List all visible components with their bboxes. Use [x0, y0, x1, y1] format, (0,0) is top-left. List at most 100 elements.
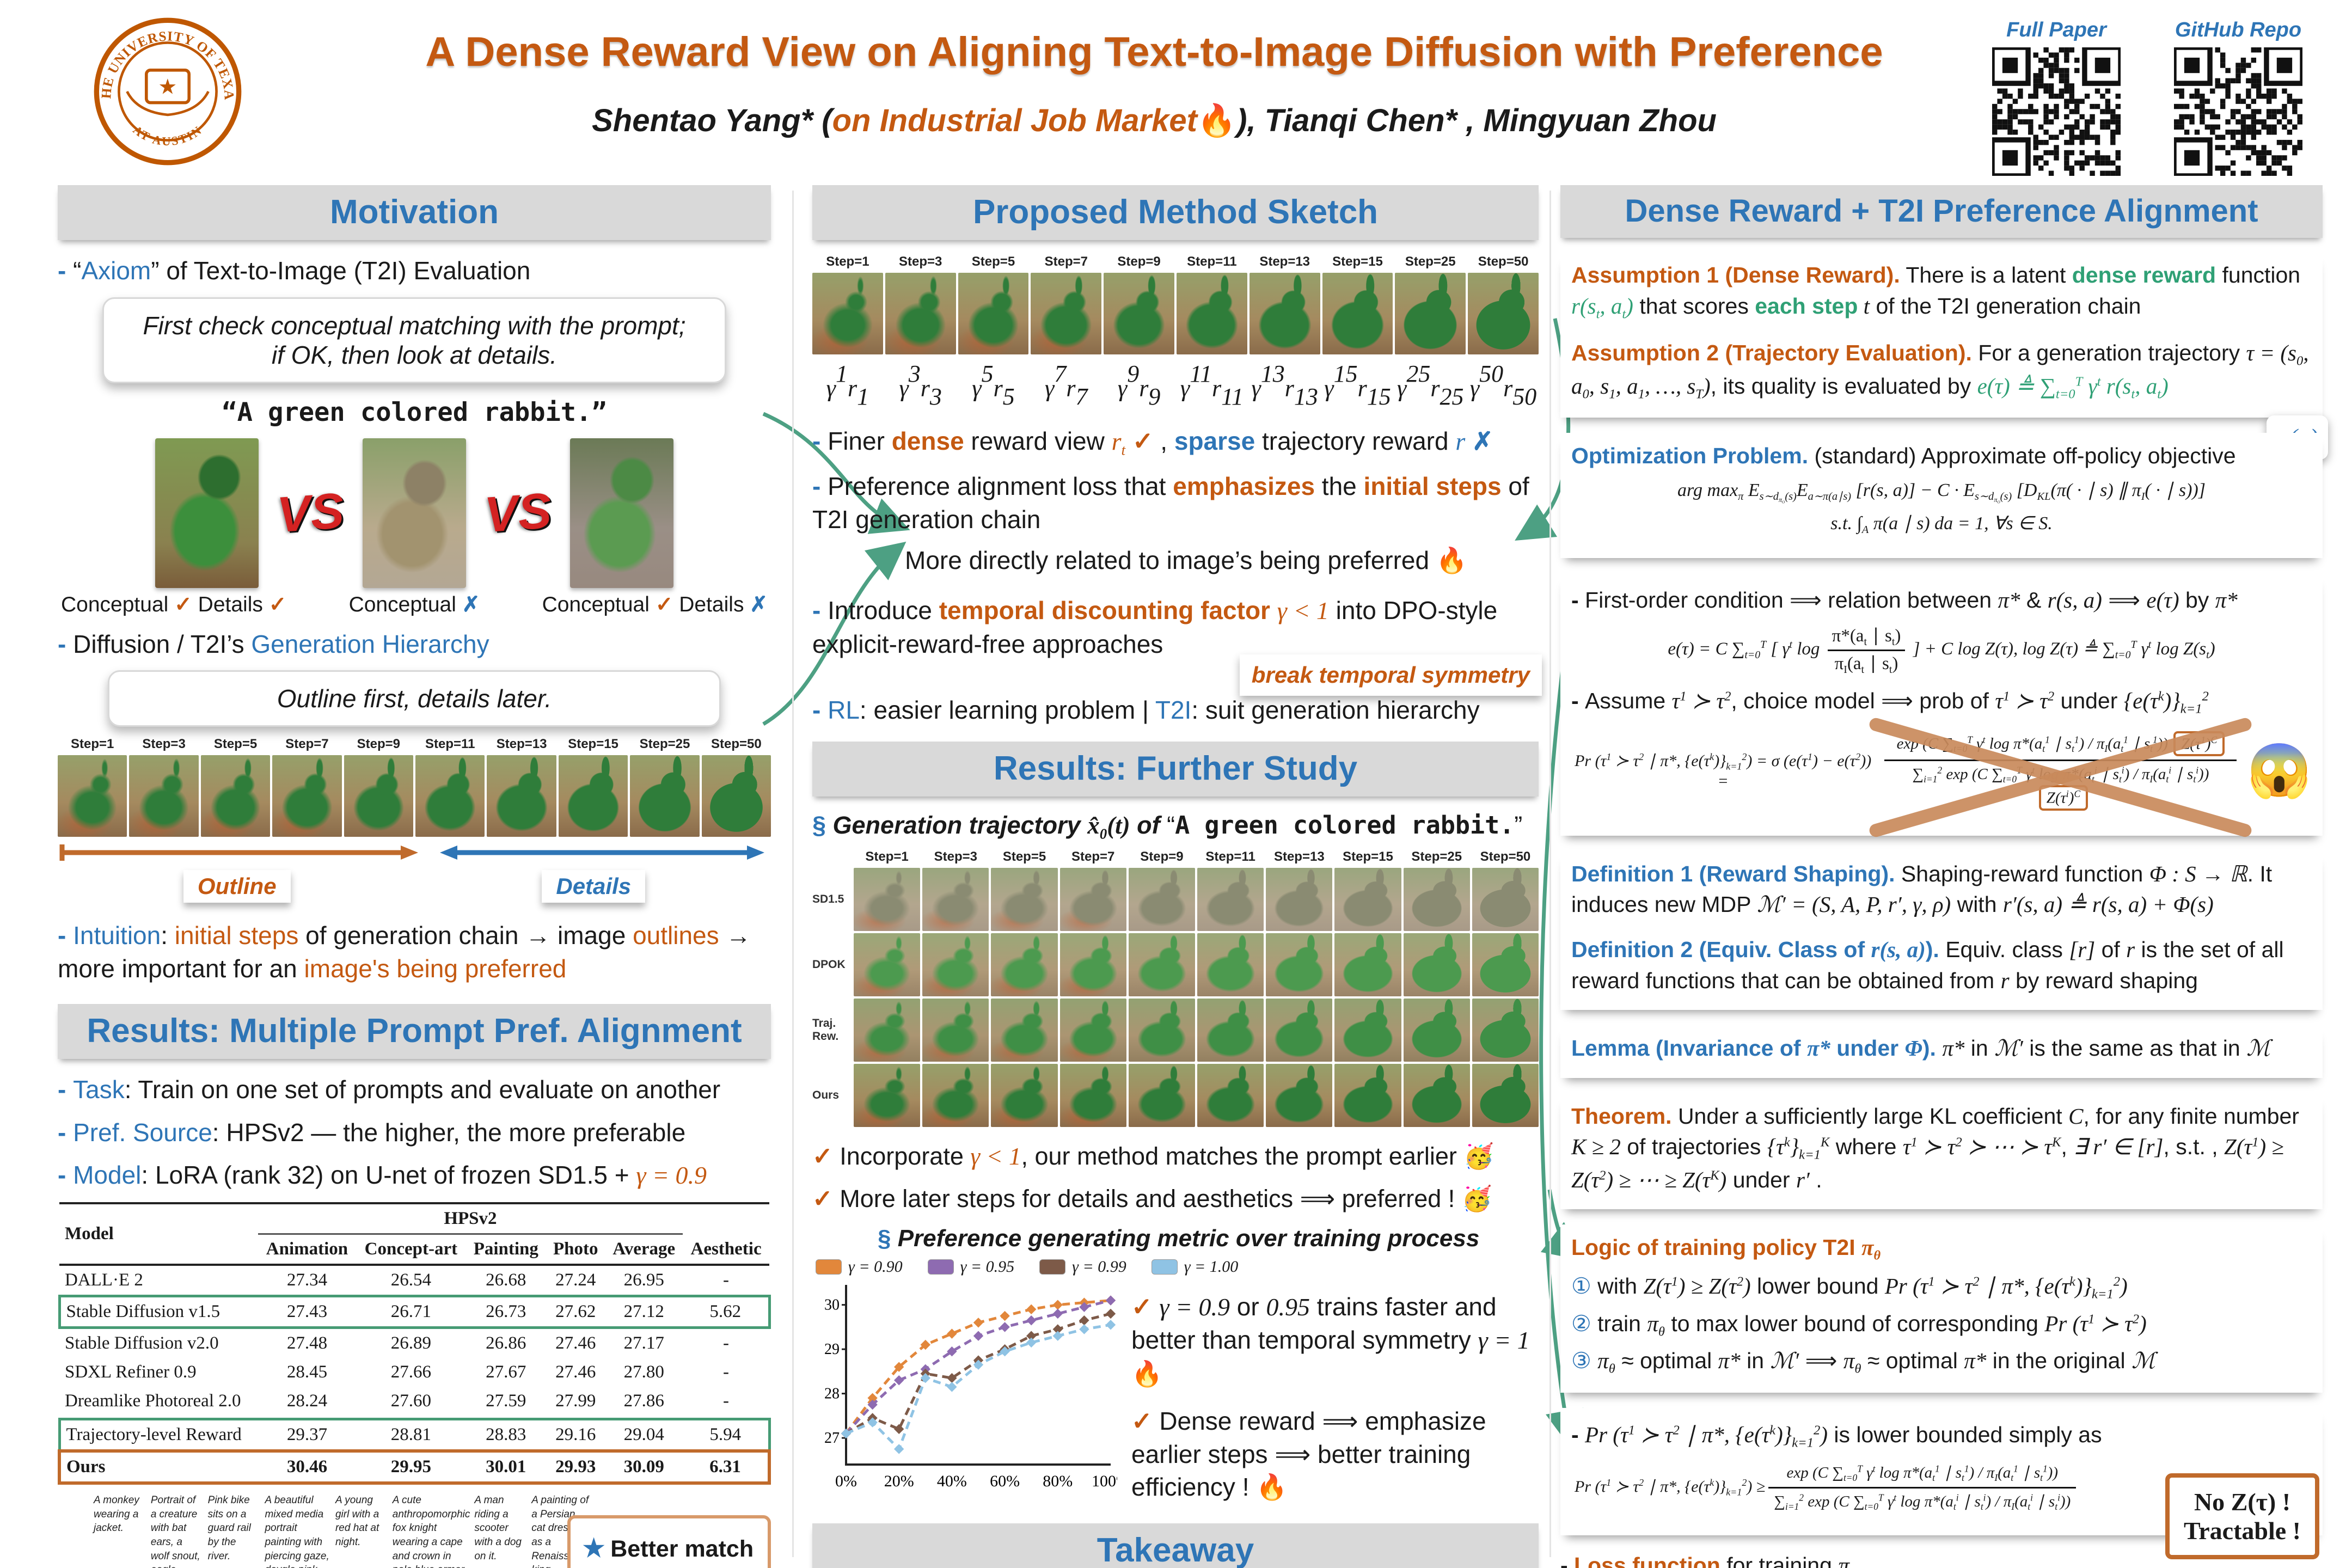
definitions-card: Definition 1 (Reward Shaping). Shaping-r…	[1560, 850, 2323, 1010]
poster-title: A Dense Reward View on Aligning Text-to-…	[425, 29, 1883, 75]
takeaway-heading: Takeaway	[812, 1523, 1539, 1568]
outline-details-labels: Outline Details	[58, 870, 771, 903]
ut-austin-seal-logo: THE UNIVERSITY OF TEXAS AT AUSTIN ★	[91, 15, 242, 166]
generation-step-image	[1104, 273, 1174, 354]
matches-earlier-check: ✓ Incorporate γ < 1, our method matches …	[812, 1142, 1494, 1170]
lower-bound-formula: Pr (τ1 ≻ τ2 ∣ π*, {e(τk)}k=12) ≥ exp (C …	[1575, 1462, 2312, 1514]
proposed-method-column: Proposed Method Sketch Step=1 Step=3 Step=…	[812, 185, 1542, 1568]
trajectory-step-image	[1266, 998, 1333, 1062]
trajectory-step-image	[854, 1063, 921, 1127]
gamma-trains-faster-check: ✓ γ = 0.9 or 0.95 trains faster and bett…	[1131, 1292, 1530, 1388]
logic-step-3: ③ πθ ≈ optimal π* in ℳ′ ⟹ πθ ≈ optimal π…	[1571, 1348, 2155, 1376]
optimization-label: Optimization Problem. (standard) Approxi…	[1571, 443, 2236, 469]
star-icon: ★	[583, 1534, 605, 1563]
details-label: Details	[542, 870, 646, 903]
trajectory-step-image	[1334, 933, 1401, 996]
generation-step-image	[415, 755, 485, 837]
trajectory-step-image	[922, 933, 989, 996]
metric-title: § Preference generating metric over trai…	[878, 1224, 1480, 1252]
generation-step-image	[701, 755, 771, 837]
legend-item: γ = 0.95	[927, 1258, 1014, 1276]
break-temporal-symmetry-callout: break temporal symmetry	[1239, 654, 1542, 696]
trajectory-step-image	[1059, 998, 1126, 1062]
prompt-caption: Portrait of a creature with bat ears, a …	[150, 1494, 200, 1568]
star-icon: ★	[158, 76, 177, 99]
trajectory-step-image	[1128, 998, 1196, 1062]
column-divider-right	[1549, 191, 1551, 1557]
svg-text:60%: 60%	[990, 1472, 1020, 1490]
table-row: SDXL Refiner 0.9 28.45 27.66 27.67 27.46 27.8…	[65, 1362, 730, 1382]
full-paper-qr-block: Full Paper	[1988, 19, 2124, 179]
generation-step-image	[344, 755, 414, 837]
trajectory-title: § Generation trajectory x̂0(t) of “A gre…	[812, 811, 1523, 842]
github-repo-qr-block: GitHub Repo	[2170, 19, 2306, 179]
table-row: Stable Diffusion v2.0 27.48 26.89 26.86 27.4…	[65, 1333, 730, 1353]
dense-efficiency-check: ✓ Dense reward ⟹ emphasize earlier steps…	[1131, 1406, 1486, 1502]
column-divider-left	[792, 191, 794, 1557]
axiom-bubble: First check conceptual matching with the…	[102, 297, 726, 383]
rabbit-image-green-good	[155, 438, 259, 588]
trajectory-row-label: DPOK	[812, 958, 846, 971]
prompt-caption: A man riding a scooter with a dog on it.	[474, 1494, 522, 1562]
theory-column: Dense Reward + T2I Preference Alignment …	[1560, 185, 2328, 1568]
trajectory-step-image	[1266, 1063, 1333, 1127]
model-bullet: - Model: LoRA (rank 32) on U-net of froz…	[58, 1161, 707, 1190]
trajectory-step-image	[1128, 933, 1196, 996]
loss-function-bullet: - Loss function for training πθ	[1560, 1552, 1856, 1568]
generation-step-image	[1176, 273, 1247, 354]
generation-steps-strip: Step=1 Step=3 Step=5 Step=7 Step=9 Step=11 Ste…	[58, 737, 771, 837]
trajectory-step-image	[854, 998, 921, 1062]
table-row: Stable Diffusion v1.5 27.43 26.71 26.73 27.6…	[58, 1295, 771, 1330]
table-row: Ours 30.46 29.95 30.01 29.93 30.09 6.31	[58, 1449, 771, 1485]
green-rabbit-prompt: “A green colored rabbit.”	[222, 397, 607, 427]
generation-step-image	[487, 755, 556, 837]
svg-text:20%: 20%	[884, 1472, 914, 1490]
trajectory-step-image	[1472, 1063, 1539, 1127]
trajectory-row-label: SD1.5	[812, 892, 844, 905]
comparison-captions: Conceptual ✓ Details ✓ Conceptual ✗ Conc…	[61, 592, 768, 616]
generation-step-image	[1031, 273, 1102, 354]
trajectory-step-image	[854, 867, 921, 931]
trajectory-step-image	[1472, 867, 1539, 931]
results-heading: Results: Multiple Prompt Pref. Alignment	[58, 1003, 771, 1059]
rabbit-image-gray	[363, 438, 466, 588]
trajectory-step-image	[922, 1063, 989, 1127]
assumption-2: Assumption 2 (Trajectory Evaluation). Fo…	[1571, 340, 2309, 402]
pref-source-bullet: - Pref. Source: HPSv2 — the higher, the …	[58, 1118, 686, 1147]
objective-formula: arg maxπ Es∼dπO(s)Ea∼π(a∣s) [r(s, a)] − …	[1677, 480, 2206, 505]
legend-item: γ = 0.90	[816, 1258, 903, 1276]
generation-step-image	[885, 273, 956, 354]
hpsv2-results-table: Model HPSv2 Aesthetic Animation Concept-art P…	[58, 1202, 771, 1485]
lemma-card: Lemma (Invariance of π* under Φ). π* in …	[1560, 1025, 2323, 1078]
generation-step-image	[1249, 273, 1320, 354]
github-repo-qr-code	[2170, 45, 2306, 179]
generation-step-image	[558, 755, 628, 837]
trajectory-step-image	[1472, 998, 1539, 1062]
prompt-caption: A young girl with a red hat at night.	[335, 1494, 379, 1548]
choice-model-lhs: Pr (τ1 ≻ τ2 ∣ π*, {e(τk)}k=12) = σ (e(τ1…	[1575, 751, 1872, 791]
trajectory-step-image	[1472, 933, 1539, 996]
prompt-caption: A cute anthropomorphic fox knight wearin…	[392, 1494, 470, 1568]
logic-step-2: ② train πθ to max lower bound of corresp…	[1571, 1310, 2147, 1339]
table-row: Dreamlike Photoreal 2.0 28.24 27.60 27.59 27…	[65, 1391, 730, 1411]
table-row: Trajectory-level Reward 29.37 28.81 28.83 29…	[58, 1418, 771, 1453]
proposed-method-heading: Proposed Method Sketch	[812, 185, 1539, 240]
method-steps-strip: Step=1 Step=3 Step=5 Step=7 Step=9 Step=11 Ste…	[812, 254, 1539, 354]
preference-loss-bullet: - Preference alignment loss that emphasi…	[812, 471, 1529, 534]
trajectory-step-image	[922, 867, 989, 931]
generation-step-image	[272, 755, 342, 837]
choice-model-bullet: - Assume τ1 ≻ τ2, choice model ⟹ prob of…	[1571, 688, 2209, 716]
trajectory-step-image	[1197, 998, 1264, 1062]
outline-label: Outline	[183, 870, 291, 903]
svg-text:100%: 100%	[1092, 1472, 1117, 1490]
trajectory-step-image	[1059, 1063, 1126, 1127]
prompt-caption: A monkey wearing a jacket.	[94, 1494, 139, 1534]
outline-details-arrows	[59, 844, 764, 861]
definition-2: Definition 2 (Equiv. Class of r(s, a)). …	[1571, 937, 2284, 993]
svg-text:40%: 40%	[937, 1472, 967, 1490]
trajectory-step-image	[1266, 933, 1333, 996]
no-z-tractable-box: No Z(τ) ! Tractable !	[2165, 1473, 2319, 1559]
rabbit-image-green-details-bad	[569, 438, 673, 588]
trajectory-step-image	[1059, 933, 1126, 996]
